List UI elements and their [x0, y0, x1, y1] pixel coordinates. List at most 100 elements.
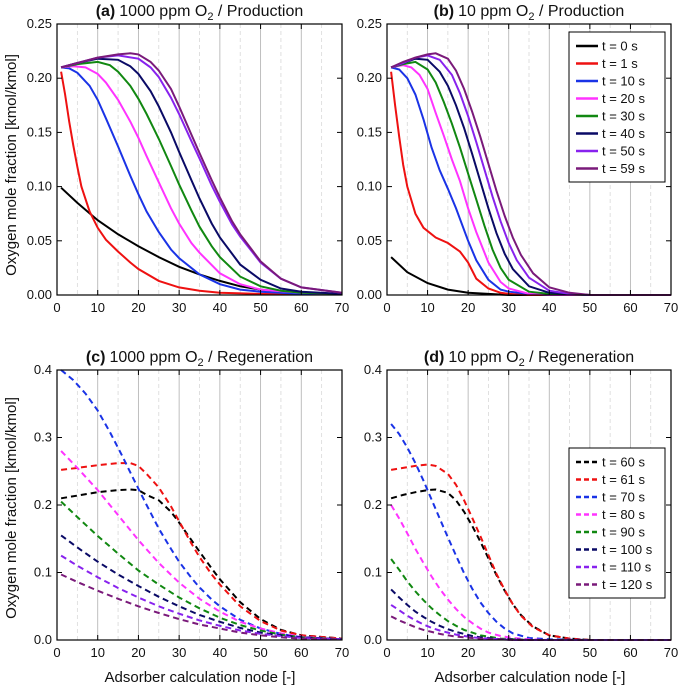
series-line — [60, 462, 343, 640]
y-tick-label: 0.1 — [34, 565, 52, 580]
y-tick-label: 0.25 — [27, 16, 52, 31]
y-tick-label: 0.0 — [364, 632, 382, 647]
legend: t = 60 s t = 61 s t = 70 s t = 80 s t = 90 s… — [568, 447, 666, 599]
y-tick-label: 0.25 — [357, 16, 382, 31]
title-mode: / Production — [535, 3, 625, 20]
x-tick-label: 0 — [383, 300, 390, 315]
legend-label: t = 80 s — [602, 507, 645, 522]
title-condition: 1000 ppm O — [119, 3, 207, 20]
legend-box — [568, 447, 666, 599]
x-tick-label: 20 — [131, 645, 145, 660]
x-tick-label: 60 — [623, 300, 637, 315]
title-subscript: 2 — [528, 11, 534, 23]
y-tick-label: 0.4 — [364, 362, 382, 377]
series-line — [61, 65, 343, 295]
legend-label: t = 59 s — [602, 161, 645, 176]
title-label: (a) — [96, 3, 116, 20]
y-tick-label: 0.10 — [27, 179, 52, 194]
series-line — [60, 500, 343, 641]
title-label: (c) — [86, 349, 106, 366]
y-tick-label: 0.0 — [34, 632, 52, 647]
x-tick-label: 10 — [420, 645, 434, 660]
x-tick-label: 70 — [664, 300, 678, 315]
y-tick-label: 0.20 — [357, 70, 382, 85]
y-tick-label: 0.05 — [357, 233, 382, 248]
x-tick-label: 30 — [501, 300, 515, 315]
title-subscript: 2 — [198, 357, 204, 369]
series-line — [390, 52, 671, 296]
y-tick-label: 0.2 — [34, 497, 52, 512]
x-tick-label: 40 — [213, 300, 227, 315]
x-tick-label: 0 — [53, 300, 60, 315]
y-tick-label: 0.05 — [27, 233, 52, 248]
series-line — [60, 534, 343, 641]
panel-title: (d) 10 ppm O2 / Regeneration — [424, 349, 634, 369]
x-tick-label: 40 — [542, 645, 556, 660]
x-tick-label: 40 — [542, 300, 556, 315]
panel-c: 0 10 20 30 40 50 60 70 0.0 0.1 0.2 0.3 0.4 (c) 1000 pp… — [34, 349, 349, 660]
x-tick-label: 60 — [294, 300, 308, 315]
series-line — [60, 52, 343, 294]
xlabel-left: Adsorber calculation node [-] — [105, 669, 296, 686]
x-tick-label: 30 — [172, 300, 186, 315]
x-tick-label: 10 — [90, 300, 104, 315]
title-label: (b) — [434, 3, 454, 20]
x-tick-label: 0 — [53, 645, 60, 660]
series-line — [390, 60, 671, 296]
title-subscript: 2 — [519, 357, 525, 369]
y-tick-label: 0.15 — [357, 124, 382, 139]
series-line — [390, 463, 671, 641]
series-line — [60, 60, 343, 295]
x-tick-label: 0 — [383, 645, 390, 660]
legend-label: t = 110 s — [602, 560, 652, 575]
series-line — [390, 423, 671, 641]
series-line — [60, 54, 343, 294]
legend-label: t = 10 s — [602, 74, 645, 89]
panel-b: 0 10 20 30 40 50 60 70 0.00 0.05 0.10 0.15 0.20 0.25 (… — [357, 3, 679, 315]
panel-d: 0 10 20 30 40 50 60 70 0.0 0.1 0.2 0.3 0.4 (d) 10 ppm … — [364, 349, 678, 660]
panel-title: (a) 1000 ppm O2 / Production — [96, 3, 304, 23]
legend-label: t = 90 s — [602, 525, 645, 540]
legend-label: t = 61 s — [602, 472, 645, 487]
x-tick-label: 30 — [501, 645, 515, 660]
y-tick-label: 0.1 — [364, 565, 382, 580]
title-condition: 10 ppm O — [448, 349, 518, 366]
x-tick-label: 50 — [583, 300, 597, 315]
series-line — [390, 558, 671, 641]
title-mode: / Production — [213, 3, 303, 20]
y-tick-label: 0.3 — [364, 430, 382, 445]
series-line — [60, 57, 343, 295]
title-subscript: 2 — [207, 11, 213, 23]
x-tick-label: 50 — [253, 645, 267, 660]
title-condition: 10 ppm O — [458, 3, 528, 20]
x-tick-label: 60 — [623, 645, 637, 660]
x-tick-label: 10 — [90, 645, 104, 660]
panel-title: (c) 1000 ppm O2 / Regeneration — [86, 349, 313, 369]
title-label: (d) — [424, 349, 444, 366]
series-line — [390, 64, 671, 296]
x-tick-label: 30 — [172, 645, 186, 660]
legend: t = 0 s t = 1 s t = 10 s t = 20 s t = 30 s t … — [568, 31, 666, 183]
x-tick-label: 20 — [461, 645, 475, 660]
legend-label: t = 1 s — [602, 56, 638, 71]
series-line — [60, 554, 343, 641]
legend-label: t = 70 s — [602, 490, 645, 505]
series-line — [390, 57, 671, 296]
y-tick-label: 0.00 — [357, 287, 382, 302]
x-tick-label: 70 — [335, 645, 349, 660]
legend-label: t = 20 s — [602, 91, 645, 106]
legend-label: t = 120 s — [602, 577, 653, 592]
panel-title: (b) 10 ppm O2 / Production — [434, 3, 625, 23]
panel-a: 0 10 20 30 40 50 60 70 0.00 0.05 0.10 0.15 0.20 0.25 (… — [27, 3, 350, 315]
y-tick-label: 0.4 — [34, 362, 52, 377]
legend-label: t = 60 s — [602, 455, 645, 470]
ylabel-bottom: Oxygen mole fraction [kmol/kmol] — [3, 397, 20, 619]
x-tick-label: 70 — [664, 645, 678, 660]
title-condition: 1000 ppm O — [109, 349, 197, 366]
ylabel-top: Oxygen mole fraction [kmol/kmol] — [3, 54, 20, 276]
series-line — [60, 369, 343, 641]
legend-label: t = 30 s — [602, 109, 645, 124]
legend-label: t = 100 s — [602, 542, 653, 557]
x-tick-label: 20 — [131, 300, 145, 315]
